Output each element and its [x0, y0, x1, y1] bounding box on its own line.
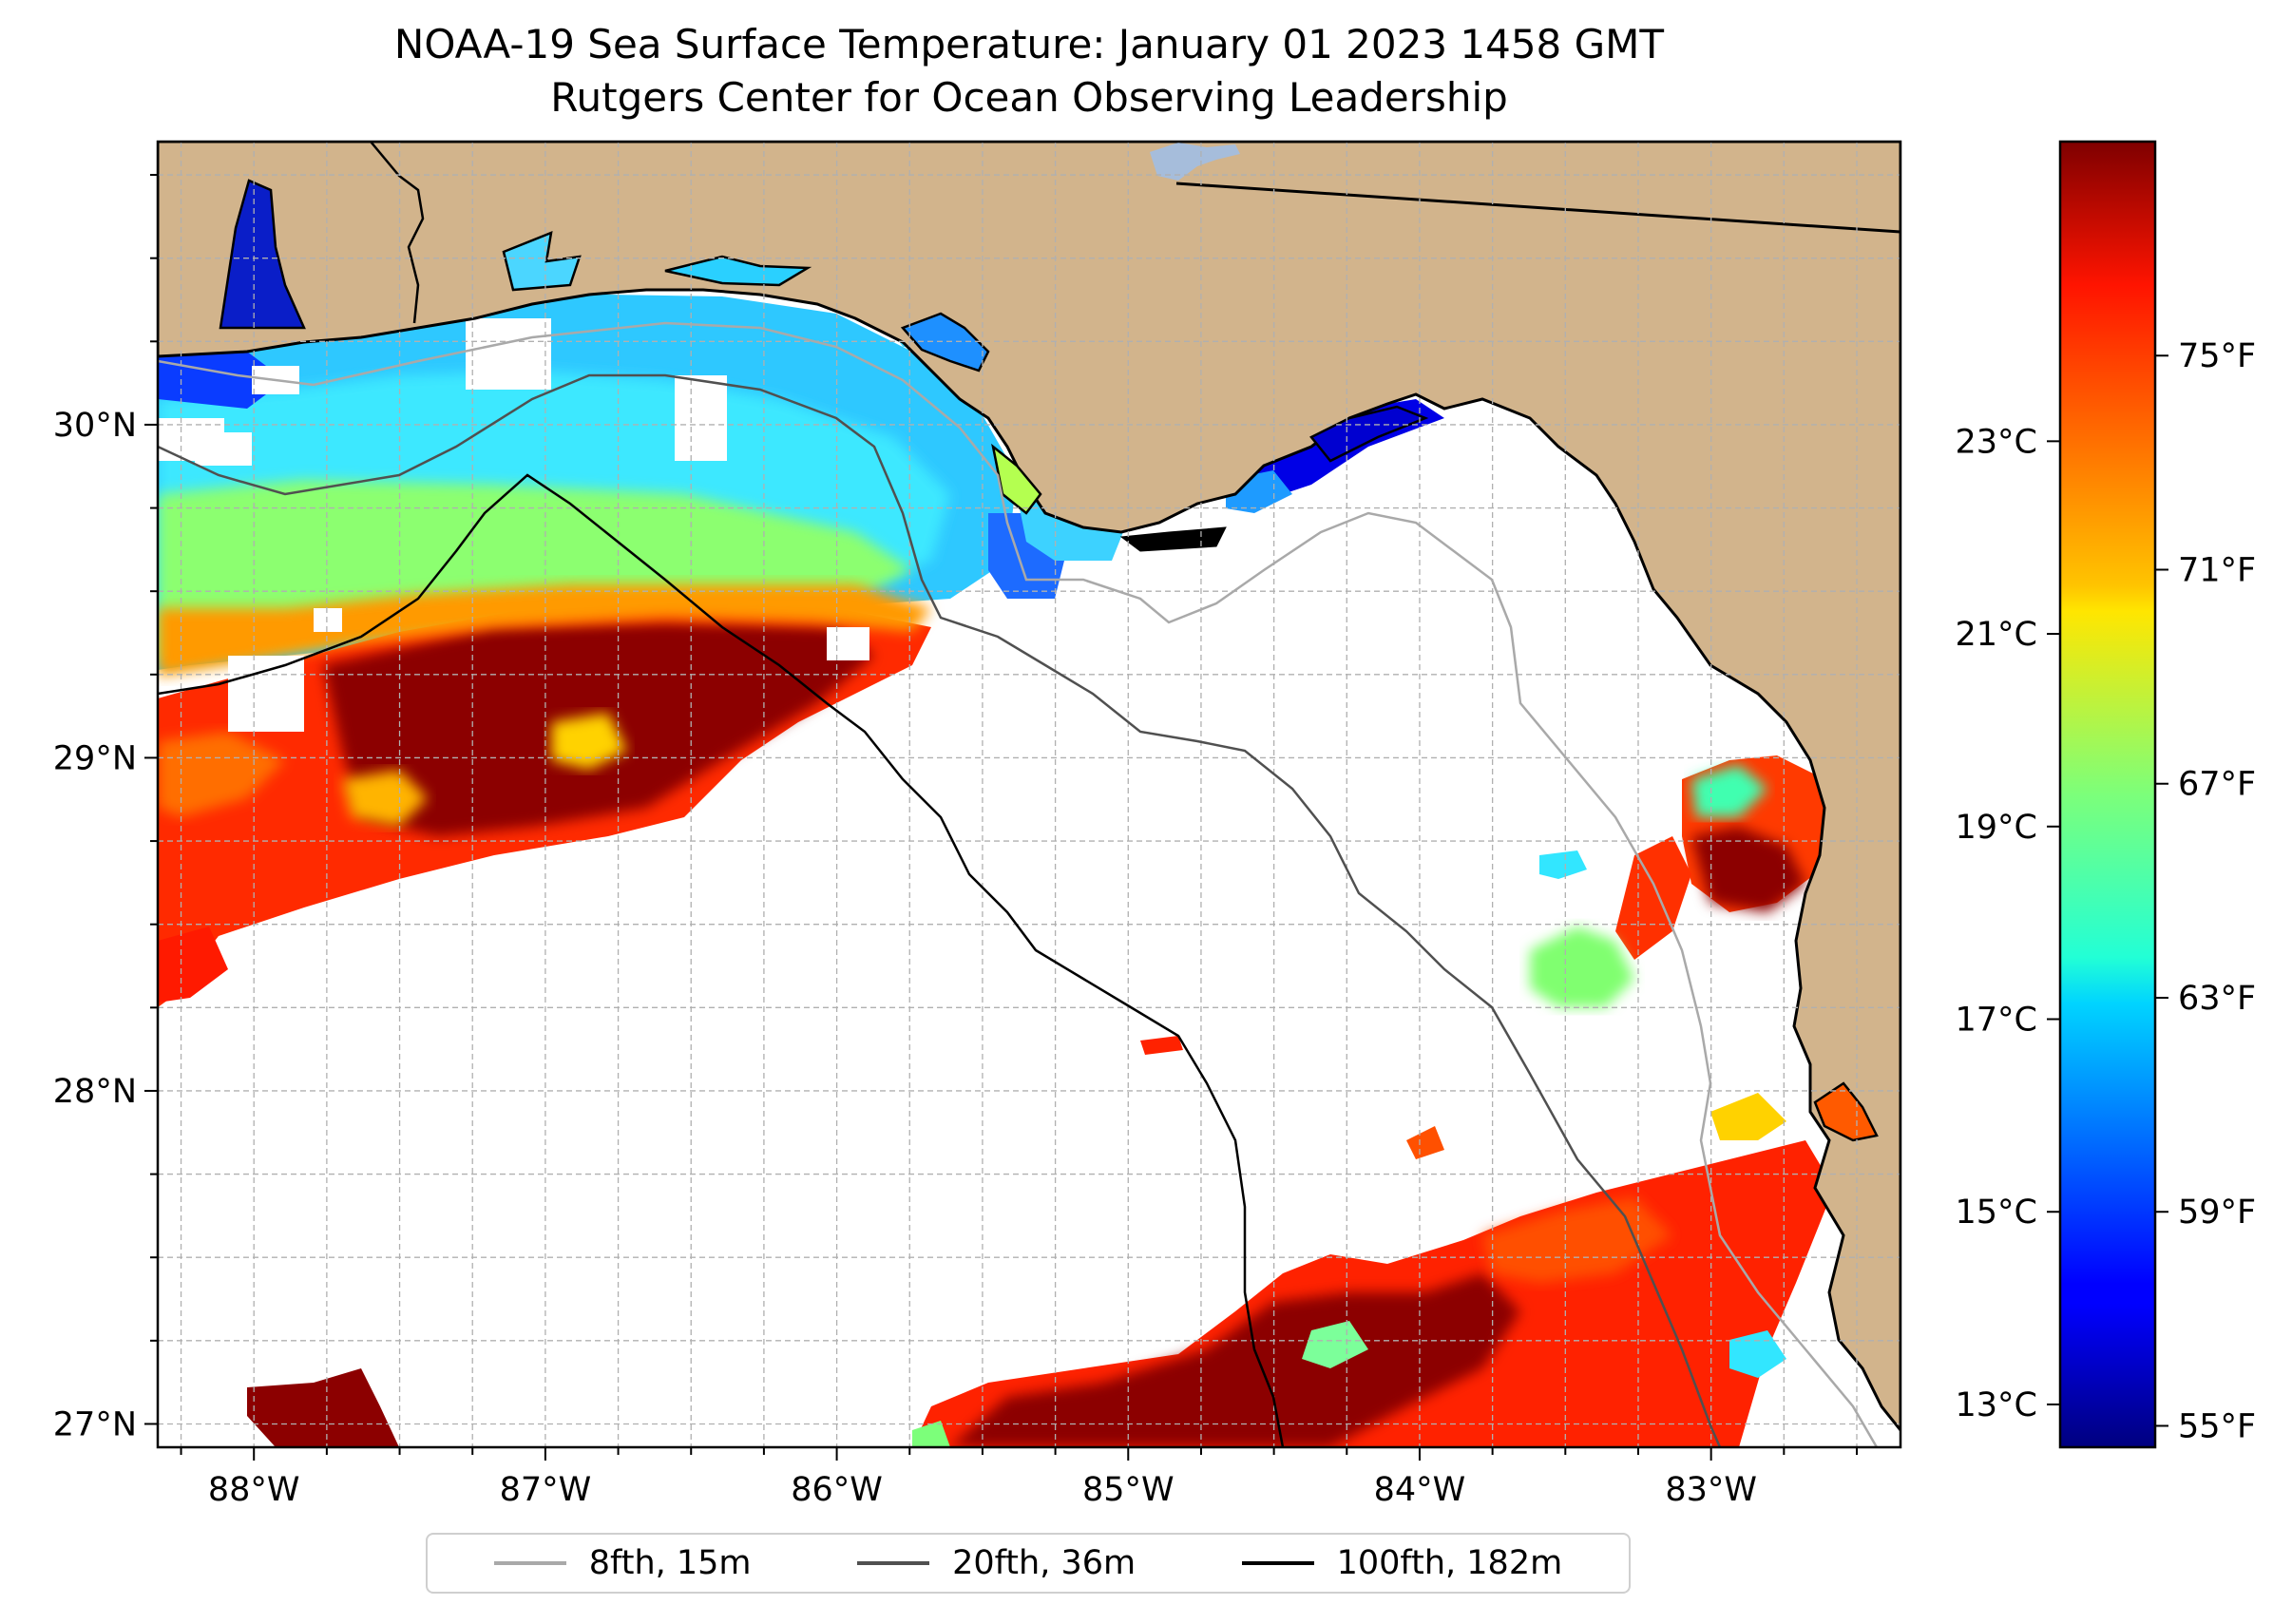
- lon-tick-label: 87°W: [500, 1471, 592, 1509]
- lake-seminole: [1150, 143, 1240, 181]
- colorbar-celsius-axis: 13°C 15°C 17°C 19°C 21°C 23°C: [1956, 423, 2060, 1424]
- colorbar-f-label: 75°F: [2178, 337, 2256, 375]
- gridlines: [158, 142, 1900, 1447]
- colorbar-frame: [2058, 140, 2157, 1449]
- isobath-20fth: [158, 373, 1722, 1447]
- legend-swatch-100fth: [1241, 1561, 1314, 1565]
- colorbar-f-label: 55°F: [2178, 1407, 2256, 1445]
- lat-tick-label: 28°N: [53, 1073, 137, 1111]
- colorbar-c-label: 17°C: [1956, 1002, 2037, 1040]
- colorbar-f-label: 59°F: [2178, 1194, 2256, 1232]
- legend-swatch-8fth: [493, 1561, 566, 1565]
- colorbar-gradient: [2060, 142, 2155, 1447]
- legend-label-100fth: 100fth, 182m: [1336, 1544, 1563, 1582]
- colorbar-c-label: 19°C: [1956, 809, 2037, 847]
- map-frame: [156, 140, 1902, 1449]
- lon-tick-label: 83°W: [1665, 1471, 1757, 1509]
- legend-entry-100fth: 100fth, 182m: [1241, 1544, 1563, 1582]
- colorbar-fahrenheit-axis: 55°F 59°F 63°F 67°F 71°F 75°F: [2155, 337, 2256, 1445]
- isobath-100fth: [158, 473, 1285, 1447]
- colorbar-f-label: 63°F: [2178, 980, 2256, 1018]
- colorbar-c-label: 21°C: [1956, 616, 2037, 654]
- lon-tick-label: 86°W: [791, 1471, 883, 1509]
- lat-tick-label: 30°N: [53, 407, 137, 445]
- land-mass: [158, 142, 1900, 1433]
- legend-label-8fth: 8fth, 15m: [588, 1544, 752, 1582]
- colorbar-c-label: 13°C: [1956, 1386, 2037, 1424]
- longitude-axis: 88°W 87°W 86°W 85°W 84°W 83°W: [180, 1447, 1858, 1509]
- lat-tick-label: 29°N: [53, 739, 137, 777]
- legend-label-20fth: 20fth, 36m: [952, 1544, 1136, 1582]
- state-border: [1175, 182, 1900, 234]
- lon-tick-label: 84°W: [1374, 1471, 1466, 1509]
- lat-tick-label: 27°N: [53, 1405, 137, 1443]
- colorbar-f-label: 67°F: [2178, 766, 2256, 804]
- cloud-mask: [158, 318, 869, 732]
- isobath-8fth: [158, 321, 1879, 1447]
- lon-tick-label: 85°W: [1082, 1471, 1175, 1509]
- coastal-bays: [219, 179, 1879, 1142]
- colorbar-c-label: 15°C: [1956, 1194, 2037, 1232]
- legend-swatch-20fth: [857, 1561, 930, 1565]
- latitude-axis: 27°N 28°N 29°N 30°N: [53, 174, 158, 1443]
- colorbar-c-label: 23°C: [1956, 423, 2037, 461]
- legend-entry-8fth: 8fth, 15m: [493, 1544, 752, 1582]
- lon-tick-label: 88°W: [208, 1471, 300, 1509]
- title-line-1: NOAA-19 Sea Surface Temperature: January…: [393, 21, 1665, 67]
- legend-entry-20fth: 20fth, 36m: [857, 1544, 1136, 1582]
- title-line-2: Rutgers Center for Ocean Observing Leade…: [550, 74, 1508, 121]
- colorbar-f-label: 71°F: [2178, 551, 2256, 589]
- isobath-legend: 8fth, 15m 20fth, 36m 100fth, 182m: [426, 1533, 1631, 1594]
